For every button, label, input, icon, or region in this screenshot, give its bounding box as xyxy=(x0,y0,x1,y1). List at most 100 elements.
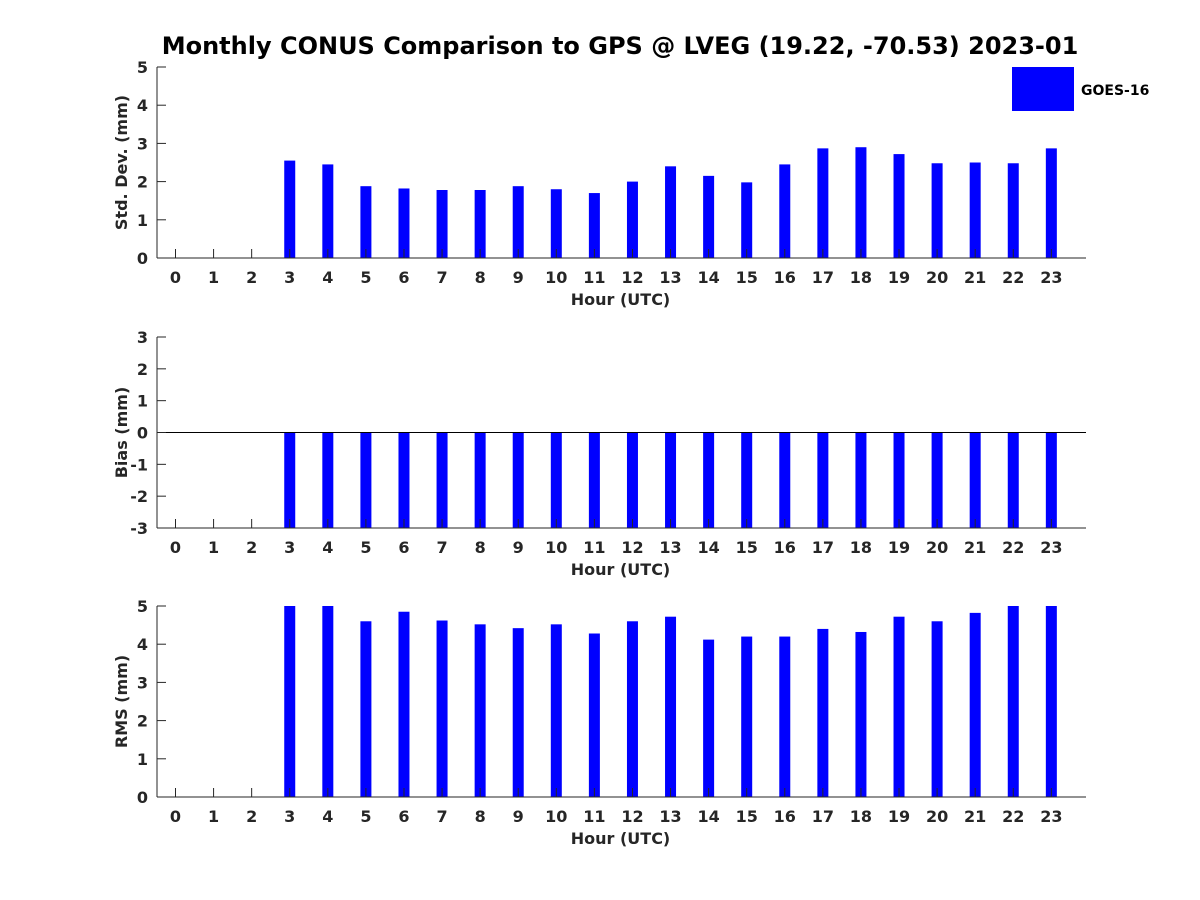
x-tick-label: 4 xyxy=(322,538,333,557)
bar-hour-4 xyxy=(322,164,334,258)
bar-hour-9 xyxy=(512,186,524,258)
x-axis-label: Hour (UTC) xyxy=(571,290,671,309)
x-tick-label: 17 xyxy=(812,538,834,557)
bar-hour-16 xyxy=(779,636,791,797)
x-tick-label: 17 xyxy=(812,268,834,287)
y-tick-label: 3 xyxy=(137,673,148,692)
x-tick-label: 17 xyxy=(812,807,834,826)
subplot-2: 0 1 2 3 4 5 6 7 8 9 10 11 12 13 14 15 16 17 18 19 20 21 22 23-3… xyxy=(112,328,1086,579)
bar-hour-7 xyxy=(436,190,448,258)
y-axis-label: Bias (mm) xyxy=(112,387,131,479)
bar-hour-20 xyxy=(931,163,943,258)
bar-hour-13 xyxy=(665,616,677,797)
x-tick-label: 13 xyxy=(659,538,681,557)
x-tick-label: 18 xyxy=(850,538,872,557)
x-tick-label: 7 xyxy=(436,538,447,557)
legend-label: GOES-16 xyxy=(1081,83,1149,99)
x-tick-label: 8 xyxy=(475,538,486,557)
x-tick-label: 16 xyxy=(774,807,796,826)
bar-hour-9 xyxy=(512,628,524,797)
bar-hour-18 xyxy=(855,631,867,797)
x-tick-label: 10 xyxy=(545,807,567,826)
y-tick-label: 0 xyxy=(137,249,148,268)
bar-hour-23 xyxy=(1045,148,1057,258)
x-tick-label: 22 xyxy=(1002,538,1024,557)
legend-swatch xyxy=(1012,67,1074,111)
x-tick-label: 1 xyxy=(208,268,219,287)
x-tick-label: 16 xyxy=(774,538,796,557)
y-tick-label: 2 xyxy=(137,712,148,731)
x-tick-label: 2 xyxy=(246,538,257,557)
y-tick-label: 4 xyxy=(137,635,148,654)
bar-hour-12 xyxy=(626,181,638,258)
bar-hour-21 xyxy=(969,162,981,258)
x-tick-label: 5 xyxy=(360,538,371,557)
bar-hour-4 xyxy=(322,432,334,528)
x-tick-label: 5 xyxy=(360,807,371,826)
x-tick-label: 11 xyxy=(583,538,605,557)
bar-hour-14 xyxy=(703,432,715,528)
x-tick-label: 5 xyxy=(360,268,371,287)
x-tick-label: 21 xyxy=(964,538,986,557)
bar-hour-5 xyxy=(360,186,372,258)
bar-hour-22 xyxy=(1007,163,1019,258)
bar-hour-15 xyxy=(741,636,753,797)
bar-hour-16 xyxy=(779,432,791,528)
y-tick-label: 4 xyxy=(137,96,148,115)
x-axis-label: Hour (UTC) xyxy=(571,560,671,579)
x-tick-label: 19 xyxy=(888,268,910,287)
x-tick-label: 3 xyxy=(284,807,295,826)
bar-hour-19 xyxy=(893,616,905,797)
x-tick-label: 11 xyxy=(583,807,605,826)
bar-hour-14 xyxy=(703,175,715,258)
bar-hour-21 xyxy=(969,432,981,528)
bar-hour-8 xyxy=(474,624,486,797)
x-tick-label: 6 xyxy=(398,268,409,287)
bar-hour-15 xyxy=(741,182,753,258)
bar-hour-11 xyxy=(588,633,600,797)
bar-hour-20 xyxy=(931,432,943,528)
y-axis-label: Std. Dev. (mm) xyxy=(112,95,131,230)
x-tick-label: 0 xyxy=(170,807,181,826)
x-tick-label: 0 xyxy=(170,268,181,287)
y-tick-label: 0 xyxy=(137,788,148,807)
x-tick-label: 2 xyxy=(246,268,257,287)
x-tick-label: 12 xyxy=(621,807,643,826)
y-tick-label: -3 xyxy=(130,519,148,538)
bar-hour-3 xyxy=(284,606,296,797)
y-tick-label: -2 xyxy=(130,487,148,506)
bar-hour-22 xyxy=(1007,606,1019,797)
bar-hour-12 xyxy=(626,432,638,528)
bar-hour-7 xyxy=(436,432,448,528)
x-tick-label: 23 xyxy=(1040,538,1062,557)
bar-hour-7 xyxy=(436,620,448,797)
subplot-3: 0 1 2 3 4 5 6 7 8 9 10 11 12 13 14 15 16 17 18 19 20 21 22 2301… xyxy=(112,597,1086,848)
bar-hour-12 xyxy=(626,621,638,797)
bar-hour-6 xyxy=(398,188,410,258)
bar-hour-23 xyxy=(1045,606,1057,797)
y-tick-label: 5 xyxy=(137,58,148,77)
x-tick-label: 12 xyxy=(621,268,643,287)
bar-hour-20 xyxy=(931,621,943,797)
x-tick-label: 2 xyxy=(246,807,257,826)
x-tick-label: 14 xyxy=(697,807,719,826)
x-tick-label: 10 xyxy=(545,268,567,287)
x-tick-label: 19 xyxy=(888,538,910,557)
bar-hour-22 xyxy=(1007,432,1019,528)
x-tick-label: 12 xyxy=(621,538,643,557)
x-tick-label: 1 xyxy=(208,807,219,826)
bar-hour-6 xyxy=(398,611,410,797)
y-axis-label: RMS (mm) xyxy=(112,655,131,748)
bar-hour-18 xyxy=(855,147,867,258)
bar-hour-13 xyxy=(665,166,677,258)
x-tick-label: 23 xyxy=(1040,807,1062,826)
x-tick-label: 13 xyxy=(659,268,681,287)
x-tick-label: 21 xyxy=(964,268,986,287)
bar-hour-5 xyxy=(360,621,372,797)
x-tick-label: 3 xyxy=(284,268,295,287)
chart-title: Monthly CONUS Comparison to GPS @ LVEG (… xyxy=(162,32,1079,60)
x-tick-label: 15 xyxy=(736,538,758,557)
x-tick-label: 8 xyxy=(475,807,486,826)
y-tick-label: 0 xyxy=(137,424,148,443)
bar-hour-16 xyxy=(779,164,791,258)
